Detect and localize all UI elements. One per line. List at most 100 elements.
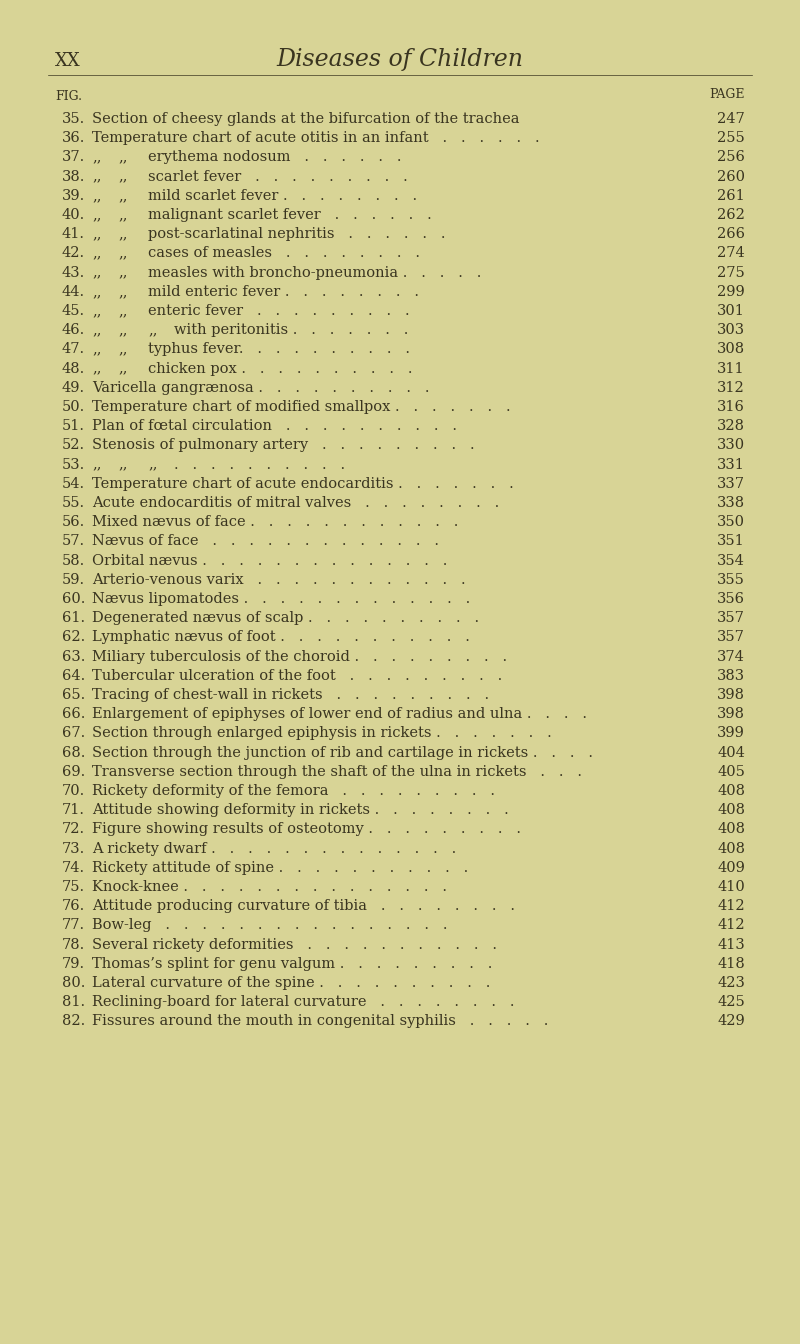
Text: FIG.: FIG.: [55, 90, 82, 103]
Text: 76.: 76.: [62, 899, 85, 913]
Text: Knock-knee .   .   .   .   .   .   .   .   .   .   .   .   .   .   .: Knock-knee . . . . . . . . . . . . . . .: [92, 880, 447, 894]
Text: Acute endocarditis of mitral valves   .   .   .   .   .   .   .   .: Acute endocarditis of mitral valves . . …: [92, 496, 499, 509]
Text: 39.: 39.: [62, 188, 85, 203]
Text: 312: 312: [718, 380, 745, 395]
Text: 356: 356: [717, 591, 745, 606]
Text: 405: 405: [717, 765, 745, 778]
Text: Stenosis of pulmonary artery   .   .   .   .   .   .   .   .   .: Stenosis of pulmonary artery . . . . . .…: [92, 438, 474, 453]
Text: 40.: 40.: [62, 208, 85, 222]
Text: Figure showing results of osteotomy .   .   .   .   .   .   .   .   .: Figure showing results of osteotomy . . …: [92, 823, 521, 836]
Text: 262: 262: [717, 208, 745, 222]
Text: 383: 383: [717, 669, 745, 683]
Text: 43.: 43.: [62, 266, 85, 280]
Text: ,,: ,,: [118, 304, 127, 319]
Text: ,,: ,,: [92, 304, 102, 319]
Text: erythema nodosum   .   .   .   .   .   .: erythema nodosum . . . . . .: [148, 151, 402, 164]
Text: 36.: 36.: [62, 132, 85, 145]
Text: Varicella gangrænosa .   .   .   .   .   .   .   .   .   .: Varicella gangrænosa . . . . . . . . . .: [92, 380, 430, 395]
Text: 299: 299: [718, 285, 745, 298]
Text: ,,: ,,: [118, 457, 127, 472]
Text: ,,: ,,: [118, 285, 127, 298]
Text: Fissures around the mouth in congenital syphilis   .   .   .   .   .: Fissures around the mouth in congenital …: [92, 1015, 548, 1028]
Text: 308: 308: [717, 343, 745, 356]
Text: 38.: 38.: [62, 169, 85, 184]
Text: ,,: ,,: [92, 169, 102, 184]
Text: 78.: 78.: [62, 938, 85, 952]
Text: chicken pox .   .   .   .   .   .   .   .   .   .: chicken pox . . . . . . . . . .: [148, 362, 413, 375]
Text: ,,: ,,: [118, 362, 127, 375]
Text: Several rickety deformities   .   .   .   .   .   .   .   .   .   .   .: Several rickety deformities . . . . . . …: [92, 938, 497, 952]
Text: ,,: ,,: [118, 266, 127, 280]
Text: Section of cheesy glands at the bifurcation of the trachea: Section of cheesy glands at the bifurcat…: [92, 112, 519, 126]
Text: ,,: ,,: [92, 188, 102, 203]
Text: 316: 316: [717, 401, 745, 414]
Text: ,,: ,,: [118, 169, 127, 184]
Text: ,,: ,,: [92, 343, 102, 356]
Text: Arterio-venous varix   .   .   .   .   .   .   .   .   .   .   .   .: Arterio-venous varix . . . . . . . . . .…: [92, 573, 466, 587]
Text: 58.: 58.: [62, 554, 85, 567]
Text: 82.: 82.: [62, 1015, 85, 1028]
Text: Section through the junction of rib and cartilage in rickets .   .   .   .: Section through the junction of rib and …: [92, 746, 593, 759]
Text: 69.: 69.: [62, 765, 85, 778]
Text: Tubercular ulceration of the foot   .   .   .   .   .   .   .   .   .: Tubercular ulceration of the foot . . . …: [92, 669, 502, 683]
Text: 374: 374: [717, 649, 745, 664]
Text: 56.: 56.: [62, 515, 85, 530]
Text: Enlargement of epiphyses of lower end of radius and ulna .   .   .   .: Enlargement of epiphyses of lower end of…: [92, 707, 587, 722]
Text: 74.: 74.: [62, 860, 85, 875]
Text: 423: 423: [717, 976, 745, 991]
Text: with peritonitis .   .   .   .   .   .   .: with peritonitis . . . . . . .: [174, 323, 408, 337]
Text: 303: 303: [717, 323, 745, 337]
Text: post-scarlatinal nephritis   .   .   .   .   .   .: post-scarlatinal nephritis . . . . . .: [148, 227, 446, 241]
Text: 261: 261: [718, 188, 745, 203]
Text: scarlet fever   .   .   .   .   .   .   .   .   .: scarlet fever . . . . . . . . .: [148, 169, 408, 184]
Text: Bow-leg   .   .   .   .   .   .   .   .   .   .   .   .   .   .   .   .: Bow-leg . . . . . . . . . . . . . . . .: [92, 918, 447, 933]
Text: A rickety dwarf .   .   .   .   .   .   .   .   .   .   .   .   .   .: A rickety dwarf . . . . . . . . . . . . …: [92, 841, 456, 856]
Text: 256: 256: [717, 151, 745, 164]
Text: ,,: ,,: [92, 208, 102, 222]
Text: Attitude showing deformity in rickets .   .   .   .   .   .   .   .: Attitude showing deformity in rickets . …: [92, 804, 509, 817]
Text: 71.: 71.: [62, 804, 85, 817]
Text: Nævus of face   .   .   .   .   .   .   .   .   .   .   .   .   .: Nævus of face . . . . . . . . . . . . .: [92, 535, 439, 548]
Text: Degenerated nævus of scalp .   .   .   .   .   .   .   .   .   .: Degenerated nævus of scalp . . . . . . .…: [92, 612, 479, 625]
Text: 52.: 52.: [62, 438, 85, 453]
Text: ,,: ,,: [148, 323, 158, 337]
Text: ,,: ,,: [118, 208, 127, 222]
Text: 68.: 68.: [62, 746, 85, 759]
Text: 66.: 66.: [62, 707, 85, 722]
Text: 357: 357: [717, 630, 745, 644]
Text: 301: 301: [717, 304, 745, 319]
Text: 72.: 72.: [62, 823, 85, 836]
Text: 65.: 65.: [62, 688, 85, 702]
Text: 412: 412: [718, 918, 745, 933]
Text: Lateral curvature of the spine .   .   .   .   .   .   .   .   .   .: Lateral curvature of the spine . . . . .…: [92, 976, 490, 991]
Text: 260: 260: [717, 169, 745, 184]
Text: ,,: ,,: [92, 246, 102, 261]
Text: Rickety attitude of spine .   .   .   .   .   .   .   .   .   .   .: Rickety attitude of spine . . . . . . . …: [92, 860, 468, 875]
Text: 255: 255: [718, 132, 745, 145]
Text: 37.: 37.: [62, 151, 85, 164]
Text: XX: XX: [55, 52, 81, 70]
Text: 412: 412: [718, 899, 745, 913]
Text: 77.: 77.: [62, 918, 85, 933]
Text: 41.: 41.: [62, 227, 85, 241]
Text: 418: 418: [718, 957, 745, 970]
Text: Plan of fœtal circulation   .   .   .   .   .   .   .   .   .   .: Plan of fœtal circulation . . . . . . . …: [92, 419, 457, 433]
Text: 330: 330: [717, 438, 745, 453]
Text: 350: 350: [717, 515, 745, 530]
Text: cases of measles   .   .   .   .   .   .   .   .: cases of measles . . . . . . . .: [148, 246, 420, 261]
Text: Diseases of Children: Diseases of Children: [277, 48, 523, 71]
Text: ,,: ,,: [118, 188, 127, 203]
Text: Mixed nævus of face .   .   .   .   .   .   .   .   .   .   .   .: Mixed nævus of face . . . . . . . . . . …: [92, 515, 458, 530]
Text: 351: 351: [718, 535, 745, 548]
Text: mild scarlet fever .   .   .   .   .   .   .   .: mild scarlet fever . . . . . . . .: [148, 188, 417, 203]
Text: 328: 328: [717, 419, 745, 433]
Text: 425: 425: [718, 995, 745, 1009]
Text: ,,: ,,: [92, 285, 102, 298]
Text: 410: 410: [718, 880, 745, 894]
Text: mild enteric fever .   .   .   .   .   .   .   .: mild enteric fever . . . . . . . .: [148, 285, 419, 298]
Text: 404: 404: [717, 746, 745, 759]
Text: ,,: ,,: [118, 246, 127, 261]
Text: Temperature chart of acute otitis in an infant   .   .   .   .   .   .: Temperature chart of acute otitis in an …: [92, 132, 540, 145]
Text: Temperature chart of modified smallpox .   .   .   .   .   .   .: Temperature chart of modified smallpox .…: [92, 401, 510, 414]
Text: 398: 398: [717, 688, 745, 702]
